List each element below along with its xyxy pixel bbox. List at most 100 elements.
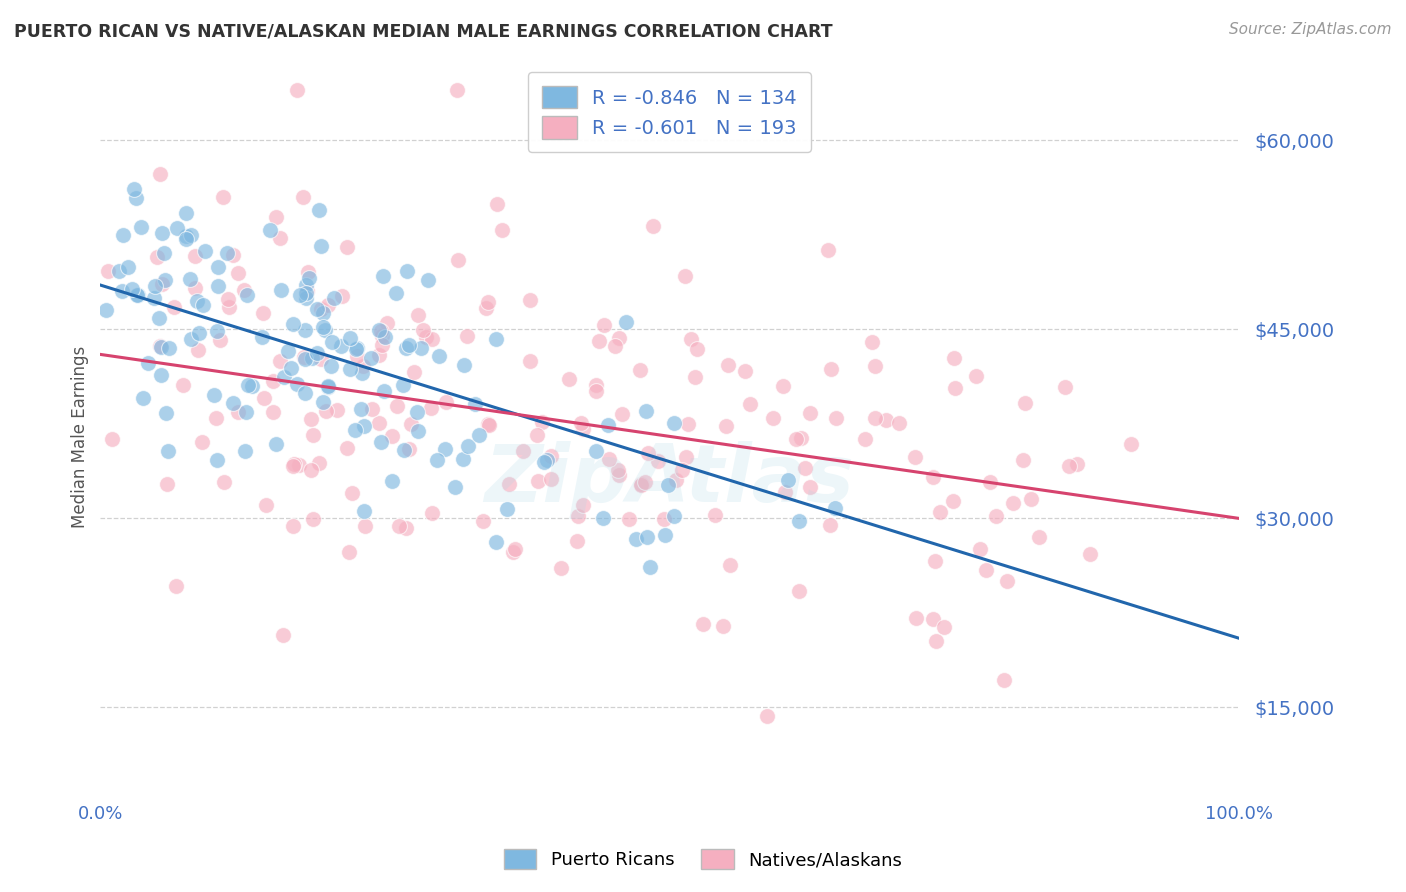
Point — [371, 328, 394, 343]
Point — [354, 519, 377, 533]
Point — [129, 220, 152, 235]
Point — [205, 453, 228, 467]
Point — [150, 226, 173, 240]
Point — [259, 223, 281, 237]
Point — [252, 330, 274, 344]
Point — [375, 316, 398, 330]
Point — [404, 365, 426, 379]
Point — [150, 340, 173, 354]
Point — [1066, 458, 1088, 472]
Point — [420, 506, 443, 520]
Point — [222, 248, 245, 262]
Point — [453, 358, 475, 372]
Point — [794, 461, 817, 475]
Point — [637, 446, 659, 460]
Point — [762, 411, 785, 425]
Point — [457, 439, 479, 453]
Point — [150, 277, 173, 291]
Point — [316, 298, 339, 312]
Point — [526, 428, 548, 442]
Point — [337, 545, 360, 559]
Point — [446, 82, 468, 96]
Point — [641, 219, 664, 233]
Point — [711, 618, 734, 632]
Point — [174, 232, 197, 246]
Point — [295, 277, 318, 292]
Point — [311, 239, 333, 253]
Point — [860, 334, 883, 349]
Point — [676, 417, 699, 432]
Point — [773, 485, 796, 500]
Point — [664, 474, 686, 488]
Point — [682, 801, 704, 815]
Point — [598, 452, 620, 467]
Point — [174, 228, 197, 243]
Point — [657, 478, 679, 492]
Point — [305, 346, 328, 360]
Point — [467, 428, 489, 442]
Point — [692, 617, 714, 632]
Point — [172, 377, 194, 392]
Point — [671, 463, 693, 477]
Point — [298, 271, 321, 285]
Point — [683, 370, 706, 384]
Point — [292, 351, 315, 365]
Point — [264, 437, 287, 451]
Point — [647, 454, 669, 468]
Point — [427, 349, 450, 363]
Point — [122, 182, 145, 196]
Point — [207, 260, 229, 274]
Point — [406, 308, 429, 322]
Point — [787, 584, 810, 599]
Point — [922, 612, 945, 626]
Point — [111, 228, 134, 243]
Point — [287, 458, 309, 472]
Point — [772, 379, 794, 393]
Point — [368, 323, 391, 337]
Point — [381, 474, 404, 488]
Point — [654, 527, 676, 541]
Point — [207, 324, 229, 338]
Point — [572, 499, 595, 513]
Point — [101, 433, 124, 447]
Point — [714, 418, 737, 433]
Point — [585, 377, 607, 392]
Point — [367, 417, 389, 431]
Point — [339, 361, 361, 376]
Point — [283, 317, 305, 331]
Point — [1012, 452, 1035, 467]
Point — [166, 220, 188, 235]
Point — [270, 283, 292, 297]
Point — [664, 508, 686, 523]
Point — [226, 266, 249, 280]
Point — [593, 318, 616, 332]
Point — [315, 404, 337, 418]
Point — [638, 560, 661, 574]
Point — [436, 395, 458, 409]
Point — [299, 411, 322, 425]
Point — [969, 542, 991, 557]
Point — [127, 288, 149, 302]
Point — [373, 268, 395, 283]
Point — [294, 386, 316, 401]
Point — [295, 291, 318, 305]
Point — [294, 352, 316, 367]
Point — [146, 250, 169, 264]
Point — [212, 475, 235, 489]
Point — [905, 611, 928, 625]
Point — [326, 403, 349, 417]
Point — [149, 167, 172, 181]
Point — [818, 518, 841, 533]
Point — [703, 508, 725, 523]
Point — [266, 210, 288, 224]
Point — [240, 379, 263, 393]
Point — [285, 376, 308, 391]
Point — [311, 301, 333, 316]
Point — [942, 351, 965, 366]
Point — [924, 554, 946, 568]
Point — [456, 329, 478, 343]
Point — [94, 302, 117, 317]
Point — [394, 521, 416, 535]
Point — [1078, 547, 1101, 561]
Point — [150, 368, 173, 382]
